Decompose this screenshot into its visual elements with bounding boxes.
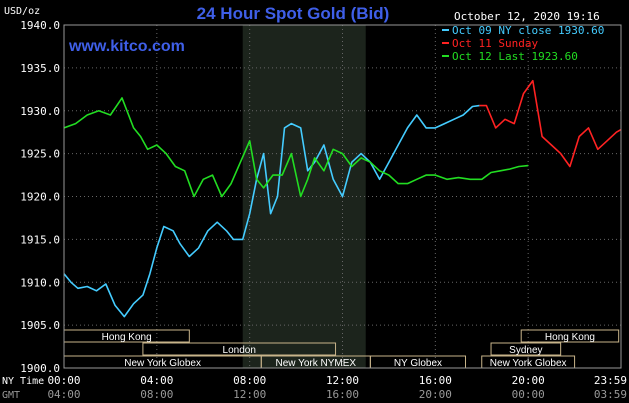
session-label-0: Hong Kong	[102, 332, 152, 343]
x-tick-label-0-1: 04:00	[140, 374, 173, 387]
x-tick-label-1-6: 03:59	[594, 388, 627, 401]
unit-label: USD/oz	[4, 6, 40, 17]
x-tick-label-1-5: 00:00	[512, 388, 545, 401]
chart-title: 24 Hour Spot Gold (Bid)	[197, 4, 390, 23]
y-tick-label-3: 1925.0	[20, 148, 60, 161]
legend: Oct 09 NY close 1930.60 Oct 11 Sunday Oc…	[442, 24, 604, 63]
x-tick-label-1-4: 20:00	[419, 388, 452, 401]
x-tick-label-0-2: 08:00	[233, 374, 266, 387]
timestamp: October 12, 2020 19:16	[454, 10, 600, 23]
y-tick-label-4: 1920.0	[20, 191, 60, 204]
y-tick-label-2: 1930.0	[20, 105, 60, 118]
y-tick-label-1: 1935.0	[20, 62, 60, 75]
legend-item-oct12: Oct 12 Last 1923.60	[452, 50, 578, 63]
series-line-2	[63, 97, 529, 198]
session-box-5	[520, 329, 620, 343]
y-tick-label-5: 1915.0	[20, 233, 60, 246]
x-tick-label-0-0: 00:00	[47, 374, 80, 387]
y-tick-labels: 1940.0 1935.0 1930.0 1925.0 1920.0 1915.0 1910…	[20, 19, 60, 375]
session-label-1: London	[223, 345, 256, 356]
x-tick-label-1-1: 08:00	[140, 388, 173, 401]
x-axis-row-label-0: NY Time	[2, 376, 44, 387]
series-lines	[63, 79, 622, 318]
x-tick-label-0-4: 16:00	[419, 374, 452, 387]
session-box-1	[142, 342, 337, 356]
session-label-3: New York NYMEX	[276, 358, 357, 369]
y-tick-label-0: 1940.0	[20, 19, 60, 32]
x-axis-row-label-1: GMT	[2, 390, 20, 401]
x-axis: NY Time 00:00 04:00 08:00 12:00 16:00 20:00 23:…	[2, 374, 627, 401]
session-label-5: Hong Kong	[545, 332, 595, 343]
series-line-1	[479, 79, 622, 168]
x-tick-label-0-5: 20:00	[512, 374, 545, 387]
session-label-7: New York Globex	[490, 358, 567, 369]
x-tick-label-1-2: 12:00	[233, 388, 266, 401]
session-label-2: New York Globex	[124, 358, 201, 369]
y-tick-label-6: 1910.0	[20, 276, 60, 289]
y-tick-label-7: 1905.0	[20, 319, 60, 332]
watermark: www.kitco.com	[68, 38, 185, 55]
x-tick-label-0-3: 12:00	[326, 374, 359, 387]
x-tick-label-1-0: 04:00	[47, 388, 80, 401]
y-tick-label-8: 1900.0	[20, 362, 60, 375]
legend-item-oct09: Oct 09 NY close 1930.60	[452, 24, 604, 37]
legend-item-oct11: Oct 11 Sunday	[452, 37, 538, 50]
x-tick-label-0-6: 23:59	[594, 374, 627, 387]
session-label-6: Sydney	[509, 345, 542, 356]
plot-frame	[63, 24, 622, 369]
session-label-4: NY Globex	[394, 358, 442, 369]
x-tick-label-1-3: 16:00	[326, 388, 359, 401]
session-box-6	[490, 342, 562, 356]
